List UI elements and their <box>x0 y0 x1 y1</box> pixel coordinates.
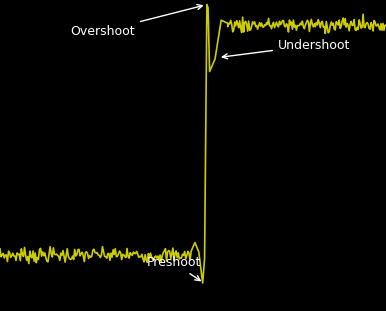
Text: Overshoot: Overshoot <box>71 5 202 38</box>
Text: Preshoot: Preshoot <box>147 256 201 281</box>
Text: Undershoot: Undershoot <box>222 39 350 59</box>
